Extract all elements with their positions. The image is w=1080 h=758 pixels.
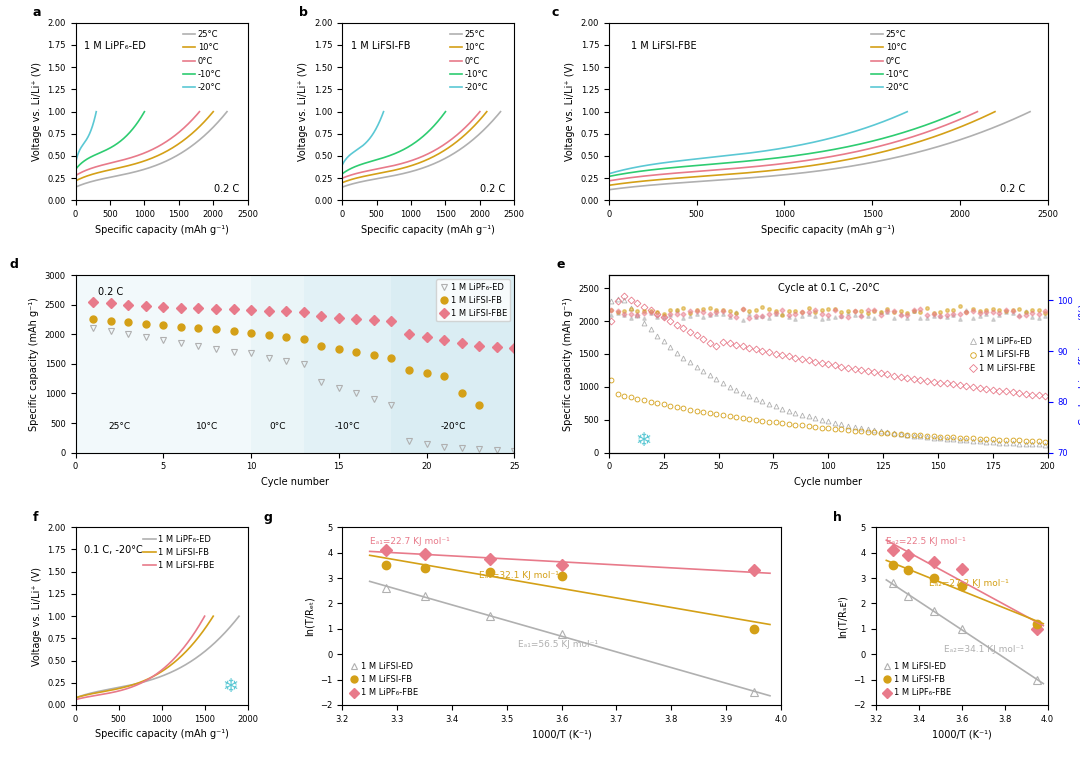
X-axis label: 1000/T (K⁻¹): 1000/T (K⁻¹) — [531, 729, 592, 739]
Text: Cycle at 0.1 C, -20°C: Cycle at 0.1 C, -20°C — [778, 283, 879, 293]
Legend: 25°C, 10°C, 0°C, -10°C, -20°C: 25°C, 10°C, 0°C, -10°C, -20°C — [179, 27, 225, 96]
Text: 10°C: 10°C — [197, 422, 218, 431]
Text: 1 M LiFSI-FBE: 1 M LiFSI-FBE — [631, 40, 697, 51]
Bar — [251, 275, 303, 453]
Text: a: a — [32, 6, 41, 19]
Legend: 25°C, 10°C, 0°C, -10°C, -20°C: 25°C, 10°C, 0°C, -10°C, -20°C — [446, 27, 491, 96]
Legend: 1 M LiPF₆-ED, 1 M LiFSI-FB, 1 M LiFSI-FBE: 1 M LiPF₆-ED, 1 M LiFSI-FB, 1 M LiFSI-FB… — [966, 334, 1039, 376]
Legend: 1 M LiPF₆-ED, 1 M LiFSI-FB, 1 M LiFSI-FBE: 1 M LiPF₆-ED, 1 M LiFSI-FB, 1 M LiFSI-FB… — [140, 531, 218, 574]
Y-axis label: ln(T/Rₑₜ): ln(T/Rₑₜ) — [305, 597, 314, 636]
Text: c: c — [552, 6, 559, 19]
Text: 0°C: 0°C — [269, 422, 285, 431]
Bar — [391, 275, 514, 453]
Text: 1 M LiFSI-FB: 1 M LiFSI-FB — [351, 40, 410, 51]
Y-axis label: Specific capacity (mAh g⁻¹): Specific capacity (mAh g⁻¹) — [563, 297, 572, 431]
Text: ❄: ❄ — [222, 677, 239, 696]
X-axis label: Specific capacity (mAh g⁻¹): Specific capacity (mAh g⁻¹) — [362, 224, 496, 235]
Text: f: f — [32, 511, 38, 524]
Y-axis label: ln(T/Rₛᴇᴵ): ln(T/Rₛᴇᴵ) — [838, 595, 848, 637]
Text: 0.1 C, -20°C: 0.1 C, -20°C — [84, 545, 143, 555]
Text: 25°C: 25°C — [108, 422, 131, 431]
Text: b: b — [299, 6, 308, 19]
Y-axis label: Voltage vs. Li/Li⁺ (V): Voltage vs. Li/Li⁺ (V) — [31, 62, 42, 161]
X-axis label: 1000/T (K⁻¹): 1000/T (K⁻¹) — [932, 729, 991, 739]
Y-axis label: Voltage vs. Li/Li⁺ (V): Voltage vs. Li/Li⁺ (V) — [31, 567, 42, 666]
Legend: 1 M LiFSI-ED, 1 M LiFSI-FB, 1 M LiPF₆-FBE: 1 M LiFSI-ED, 1 M LiFSI-FB, 1 M LiPF₆-FB… — [880, 659, 955, 701]
Text: Eₐ₂=34.1 KJ mol⁻¹: Eₐ₂=34.1 KJ mol⁻¹ — [944, 644, 1024, 653]
Text: ❄: ❄ — [635, 431, 651, 450]
X-axis label: Cycle number: Cycle number — [794, 477, 862, 487]
Text: 0.2 C: 0.2 C — [1000, 183, 1026, 193]
Legend: 25°C, 10°C, 0°C, -10°C, -20°C: 25°C, 10°C, 0°C, -10°C, -20°C — [867, 27, 913, 96]
Legend: 1 M LiFSI-ED, 1 M LiFSI-FB, 1 M LiPF₆-FBE: 1 M LiFSI-ED, 1 M LiFSI-FB, 1 M LiPF₆-FB… — [347, 659, 421, 701]
Text: 0.2 C: 0.2 C — [214, 183, 239, 193]
Text: g: g — [264, 511, 272, 524]
Bar — [76, 275, 163, 453]
Bar — [303, 275, 391, 453]
Legend: 1 M LiPF₆-ED, 1 M LiFSI-FB, 1 M LiFSI-FBE: 1 M LiPF₆-ED, 1 M LiFSI-FB, 1 M LiFSI-FB… — [436, 279, 510, 321]
X-axis label: Specific capacity (mAh g⁻¹): Specific capacity (mAh g⁻¹) — [761, 224, 895, 235]
Text: Eₐ₂=22.5 KJ mol⁻¹: Eₐ₂=22.5 KJ mol⁻¹ — [887, 537, 967, 546]
Text: h: h — [833, 511, 841, 524]
Y-axis label: Coulombic efficiency (%): Coulombic efficiency (%) — [1079, 303, 1080, 424]
Text: Eₐ₁=56.5 KJ mol⁻¹: Eₐ₁=56.5 KJ mol⁻¹ — [517, 640, 597, 649]
X-axis label: Specific capacity (mAh g⁻¹): Specific capacity (mAh g⁻¹) — [95, 729, 229, 739]
Text: Eₐ₁=22.7 KJ mol⁻¹: Eₐ₁=22.7 KJ mol⁻¹ — [369, 537, 449, 546]
Y-axis label: Specific capacity (mAh g⁻¹): Specific capacity (mAh g⁻¹) — [29, 297, 39, 431]
Text: 1 M LiPF₆-ED: 1 M LiPF₆-ED — [84, 40, 146, 51]
Text: d: d — [10, 258, 18, 271]
X-axis label: Specific capacity (mAh g⁻¹): Specific capacity (mAh g⁻¹) — [95, 224, 229, 235]
Y-axis label: Voltage vs. Li/Li⁺ (V): Voltage vs. Li/Li⁺ (V) — [298, 62, 309, 161]
Bar — [163, 275, 251, 453]
Text: e: e — [556, 258, 565, 271]
Text: -20°C: -20°C — [441, 422, 465, 431]
Text: Eₐ₁=32.1 KJ mol⁻¹: Eₐ₁=32.1 KJ mol⁻¹ — [480, 571, 559, 580]
Text: -10°C: -10°C — [335, 422, 361, 431]
X-axis label: Cycle number: Cycle number — [261, 477, 329, 487]
Text: 0.2 C: 0.2 C — [97, 287, 123, 297]
Y-axis label: Voltage vs. Li/Li⁺ (V): Voltage vs. Li/Li⁺ (V) — [565, 62, 576, 161]
Text: Eₐ₂=27.2 KJ mol⁻¹: Eₐ₂=27.2 KJ mol⁻¹ — [929, 578, 1009, 587]
Text: 0.2 C: 0.2 C — [481, 183, 505, 193]
